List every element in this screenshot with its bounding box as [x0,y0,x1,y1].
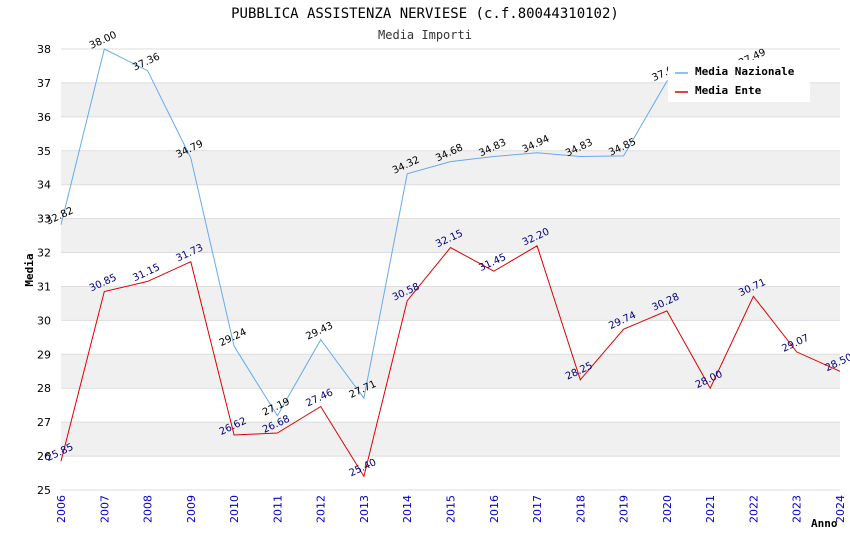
data-label: 27.46 [304,387,335,409]
x-tick-label: 2022 [747,495,760,523]
y-tick-label: 34 [37,179,51,192]
legend: Media Nazionale Media Ente [668,60,810,102]
x-tick-label: 2013 [358,495,371,523]
grid-band [61,150,840,185]
grid-band [61,422,840,457]
x-tick-label: 2006 [55,495,68,523]
x-axis-title: Anno [811,517,838,530]
data-label: 29.43 [304,320,335,342]
legend-label-ente: Media Ente [695,84,762,97]
series-line-0 [60,48,754,417]
y-tick-label: 29 [37,348,51,361]
x-tick-label: 2019 [618,495,631,523]
x-tick-label: 2008 [142,495,155,523]
y-tick-label: 26 [37,450,51,463]
y-tick-label: 28 [37,382,51,395]
x-tick-label: 2012 [315,495,328,523]
chart-subtitle: Media Importi [378,28,472,42]
y-tick-labels: 25 26 27 28 29 30 31 32 33 34 35 36 37 38 [37,43,51,497]
y-tick-label: 36 [37,111,51,124]
x-tick-label: 2009 [185,495,198,523]
grid-band [61,286,840,321]
data-label: 25.85 [45,442,76,464]
x-tick-label: 2020 [661,495,674,523]
data-label: 25.40 [348,457,379,479]
y-axis-title: Media [23,253,36,286]
x-tick-label: 2017 [531,495,544,523]
series-lines [60,48,841,478]
x-tick-label: 2015 [445,495,458,523]
y-tick-label: 33 [37,213,51,226]
series-line-1 [60,245,841,478]
x-tick-label: 2011 [271,495,284,523]
x-tick-labels: 2006 2007 2008 2009 2010 2011 2012 2013 2014 2015… [55,495,847,523]
x-tick-label: 2014 [401,495,414,523]
grid-band [61,354,840,389]
x-tick-label: 2018 [574,495,587,523]
grid-bands [61,82,840,457]
data-label: 29.07 [780,333,811,355]
data-label: 29.24 [218,327,249,349]
x-tick-label: 2024 [834,495,847,523]
x-tick-label: 2007 [98,495,111,523]
y-tick-label: 32 [37,247,51,260]
x-tick-label: 2016 [488,495,501,523]
data-label: 31.15 [131,262,162,284]
y-tick-label: 25 [37,484,51,497]
chart-title: PUBBLICA ASSISTENZA NERVIESE (c.f.800443… [231,6,619,22]
data-label: 38.00 [88,30,119,52]
y-tick-label: 31 [37,280,51,293]
y-tick-label: 30 [37,314,51,327]
x-tick-label: 2023 [791,495,804,523]
y-tick-label: 38 [37,43,51,56]
y-tick-label: 37 [37,77,51,90]
grid-band [61,218,840,253]
y-tick-label: 35 [37,145,51,158]
legend-box [668,60,810,102]
legend-label-nazionale: Media Nazionale [695,65,795,78]
y-tick-label: 27 [37,416,51,429]
x-tick-label: 2010 [228,495,241,523]
x-tick-label: 2021 [704,495,717,523]
